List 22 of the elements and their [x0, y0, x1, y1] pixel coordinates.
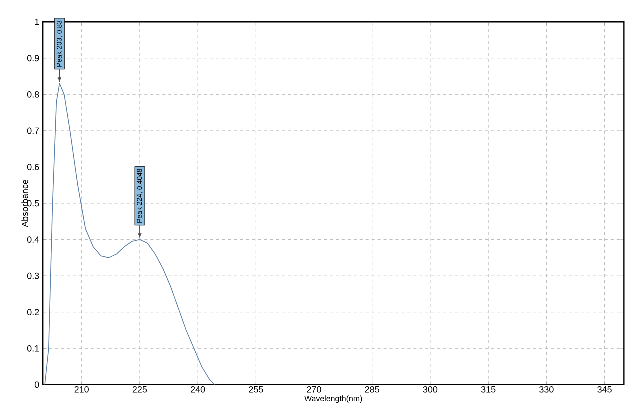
x-tick-label: 345 — [598, 386, 612, 393]
y-tick-label: 0.9 — [27, 55, 40, 62]
x-tick-label: 225 — [132, 386, 148, 393]
x-tick-label: 240 — [191, 386, 206, 393]
y-tick-label: 0.6 — [27, 164, 40, 170]
y-tick-label: 0 — [34, 382, 40, 388]
y-tick-label: 0.7 — [27, 128, 40, 134]
x-tick-label: 285 — [365, 386, 380, 393]
x-tick-label: 315 — [481, 386, 496, 393]
x-tick-label: 255 — [249, 386, 264, 393]
y-tick-label: 1 — [35, 19, 40, 26]
x-tick-label: 330 — [540, 386, 554, 393]
y-tick-label: 0.3 — [27, 272, 40, 280]
y-tick-label: 0.4 — [27, 236, 40, 244]
y-tick-label: 0.2 — [27, 309, 40, 316]
x-tick-label: 270 — [307, 386, 322, 393]
y-tick-label: 0.5 — [27, 200, 40, 207]
x-tick-label: 210 — [74, 386, 89, 393]
y-tick-label: 0.1 — [27, 346, 40, 352]
y-tick-label: 0.8 — [27, 92, 40, 98]
y-axis-title: Absorbance — [22, 180, 28, 228]
x-tick-label: 300 — [423, 386, 438, 393]
